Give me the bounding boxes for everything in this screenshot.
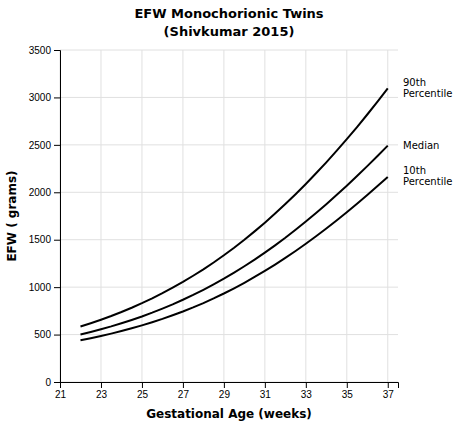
x-tick-label: 25 [137,389,149,400]
y-tick-mark [54,382,60,383]
series-labels: 90thPercentile Median 10thPercentile [403,77,452,188]
y-grid-line [60,50,398,51]
x-tick-label: 27 [178,389,190,400]
y-tick-mark [54,145,60,146]
subtitle: (Shivkumar 2015) [164,24,295,39]
x-tick: 37 [383,382,395,400]
x-tick: 25 [137,382,149,400]
x-tick: 21 [55,382,67,400]
y-axis-title: EFW ( grams) [5,170,19,261]
y-tick: 1500 [29,234,60,245]
x-grid-line [387,50,388,382]
x-tick-mark [142,382,143,388]
x-tick: 27 [178,382,190,400]
y-tick-label: 2000 [29,187,52,198]
x-tick: 23 [96,382,108,400]
y-grid-line [60,239,398,240]
title: EFW Monochorionic Twins [134,6,323,21]
y-axis-line [54,51,61,383]
y-tick-mark [54,97,60,98]
x-grid-line [346,50,347,382]
chart: 21 23 25 27 29 31 33 35 37 0 500 1000 1500 2000 2500 30… [0,0,474,428]
x-tick-label: 29 [219,389,231,400]
x-tick-mark [306,382,307,388]
x-tick-mark [224,382,225,388]
y-grid-line [60,144,398,145]
x-axis-title: Gestational Age (weeks) [146,407,312,421]
series-line [80,88,387,326]
x-tick-label: 21 [55,389,67,400]
y-tick: 3000 [29,92,60,103]
y-tick: 500 [34,329,60,340]
y-tick-label: 2500 [29,140,52,151]
grid [60,50,398,382]
series-line [80,146,387,335]
y-tick-label: 500 [34,329,51,340]
x-tick: 31 [260,382,272,400]
x-grid-line [141,50,142,382]
x-axis: 21 23 25 27 29 31 33 35 37 [55,382,399,400]
y-tick-label: 1000 [29,282,52,293]
x-tick-label: 33 [301,389,313,400]
x-tick-mark [265,382,266,388]
y-tick: 3500 [29,45,60,56]
series-line [80,177,387,340]
x-tick-label: 37 [383,389,395,400]
x-grid-line [100,50,101,382]
y-tick-label: 3500 [29,45,52,56]
y-tick-label: 1500 [29,234,52,245]
y-grid-line [60,192,398,193]
x-tick-mark [347,382,348,388]
x-tick-label: 35 [342,389,354,400]
x-grid-line [264,50,265,382]
x-tick-label: 31 [260,389,272,400]
y-tick-mark [54,240,60,241]
x-grid-line [182,50,183,382]
x-tick-label: 23 [96,389,108,400]
y-tick-label: 0 [45,377,51,388]
y-grid-line [60,97,398,98]
y-tick: 0 [45,377,60,388]
y-tick-mark [54,50,60,51]
series-label: Median [403,140,439,151]
y-tick: 2000 [29,187,60,198]
y-tick-mark [54,287,60,288]
x-tick-mark [388,382,389,388]
x-grid-line [223,50,224,382]
plot-area [80,88,387,340]
x-grid-line [305,50,306,382]
y-tick: 1000 [29,282,60,293]
series-label: 90thPercentile [403,77,452,99]
x-tick-mark [183,382,184,388]
y-tick-label: 3000 [29,92,52,103]
x-tick: 35 [342,382,354,400]
y-tick-mark [54,192,60,193]
y-grid-line [60,287,398,288]
y-axis: 0 500 1000 1500 2000 2500 3000 3500 [29,45,61,388]
x-axis-line [61,383,399,389]
series-label: 10thPercentile [403,165,452,187]
x-tick: 29 [219,382,231,400]
x-tick-mark [101,382,102,388]
y-tick: 2500 [29,140,60,151]
x-tick: 33 [301,382,313,400]
y-tick-mark [54,335,60,336]
